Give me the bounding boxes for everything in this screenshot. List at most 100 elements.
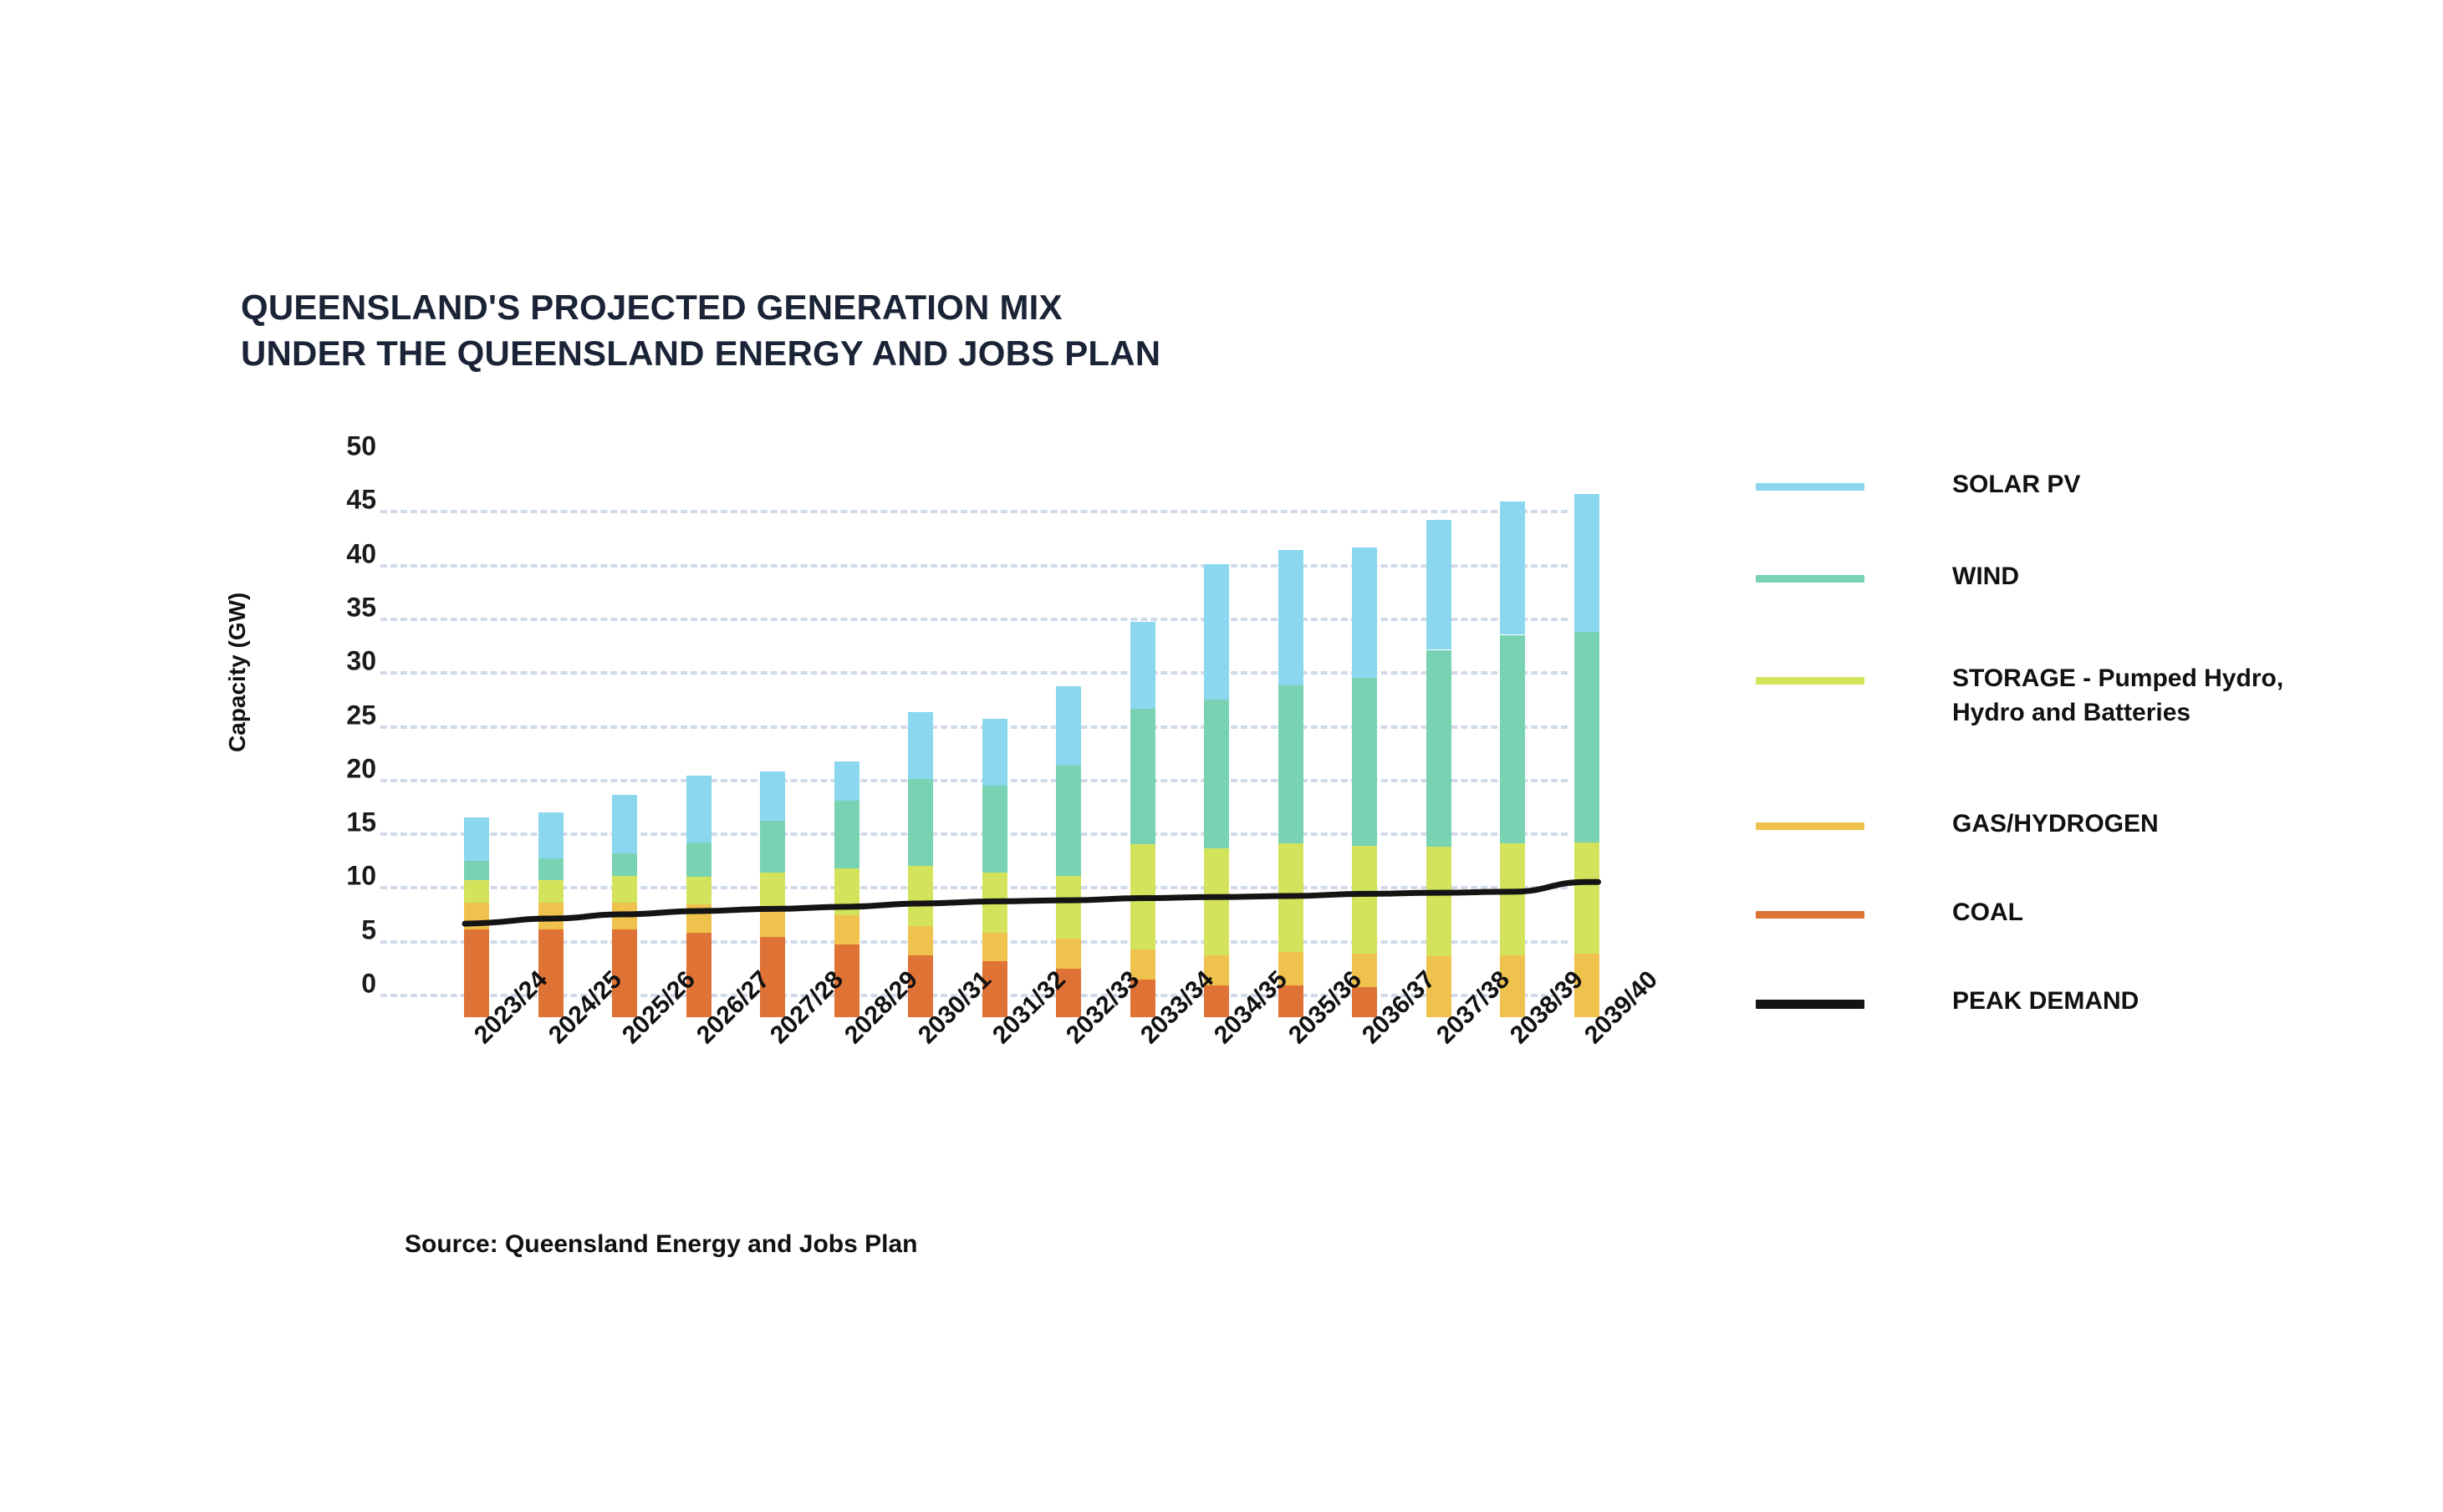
bar-segment [538,929,564,1017]
bar-segment [760,872,785,909]
bar-segment [908,955,933,1017]
y-axis-tick-labels: 0 5 10 15 20 25 30 35 40 45 50 [309,431,376,1020]
bar-segment [686,904,711,933]
bar-stack[interactable] [1204,563,1229,1017]
legend-item[interactable]: COAL [1756,896,2023,930]
bar-segment [612,929,637,1017]
bar-segment [538,902,564,929]
bar-stack[interactable] [1278,549,1303,1017]
bar-segment [1204,699,1229,849]
bar-segment [1352,954,1377,988]
y-axis-tick: 35 [346,592,376,623]
legend-item-label: STORAGE - Pumped Hydro, Hydro and Batter… [1952,664,2284,726]
y-axis-tick: 50 [346,430,376,461]
bar-segment [908,712,933,779]
gridline [380,778,1568,786]
bar-segment [1204,985,1229,1017]
bar-segment [1278,843,1303,952]
gridline [380,671,1568,678]
legend-item[interactable]: SOLAR PV [1756,468,2080,502]
bar-segment [1500,501,1525,635]
bar-segment [464,817,489,861]
y-axis-tick: 40 [346,538,376,569]
bar-segment [1426,956,1451,1017]
plot-area [380,494,1599,1020]
bar-segment [908,926,933,955]
bar-stack[interactable] [1130,622,1155,1017]
bar-segment [834,944,859,1017]
x-axis-tick-labels: 2023/24 2024/25 2025/26 2026/27 2027/28 2028/… [380,965,1663,1147]
bar-segment [1352,547,1377,678]
bar-segment [686,842,711,877]
legend-swatch-icon [1756,911,1864,919]
bar-segment [1278,549,1303,685]
bar-segment [1573,494,1599,632]
bar-segment [982,932,1007,962]
bar-segment [1500,843,1525,955]
bar-segment [908,778,933,866]
bar-stack[interactable] [1500,501,1525,1017]
bar-segment [612,902,637,929]
bar-segment [1278,985,1303,1017]
bar-segment [1500,634,1525,843]
bar-segment [1278,951,1303,985]
legend-item[interactable]: WIND [1756,560,2019,594]
bar-segment [1204,955,1229,985]
bar-segment [982,718,1007,786]
legend-item-label: SOLAR PV [1952,471,2081,498]
bar-stack[interactable] [1573,494,1599,1017]
y-axis-tick: 15 [346,807,376,837]
bar-segment [760,771,785,821]
legend-item-label: PEAK DEMAND [1952,987,2140,1015]
gridline [380,725,1568,732]
bar-segment [982,785,1007,873]
bar-segment [612,875,637,903]
bar-segment [760,820,785,873]
bar-segment [1278,685,1303,843]
bar-segment [538,879,564,903]
gridline [380,510,1568,517]
y-axis-tick: 20 [346,753,376,784]
bar-stack[interactable] [464,817,489,1017]
bar-segment [1056,875,1081,939]
bar-segment [1130,622,1155,710]
bar-segment [464,929,489,1017]
chart-title: QUEENSLAND'S PROJECTED GENERATION MIX UN… [241,288,1161,374]
legend-item[interactable]: PEAK DEMAND [1756,985,2139,1019]
bar-segment [760,908,785,937]
bar-segment [538,858,564,880]
bar-stack[interactable] [1352,547,1377,1017]
legend-item[interactable]: STORAGE - Pumped Hydro, Hydro and Batter… [1756,662,2283,730]
y-axis-tick: 45 [346,484,376,515]
y-axis-tick: 30 [346,645,376,676]
y-axis-title: Capacity (GW) [224,592,250,752]
bar-segment [1056,766,1081,876]
bar-segment [760,936,785,1017]
bar-segment [1573,631,1599,843]
legend-item-label: COAL [1952,899,2023,926]
bar-segment [686,876,711,905]
bar-segment [686,932,711,1017]
legend-item[interactable]: GAS/HYDROGEN [1756,807,2159,842]
bar-stack[interactable] [1056,686,1081,1017]
bar-segment [1130,709,1155,845]
bar-stack[interactable] [908,712,933,1017]
bar-segment [612,795,637,853]
bar-segment [834,915,859,944]
bar-segment [1130,949,1155,980]
bar-segment [1573,954,1599,1017]
legend-item-label: WIND [1952,563,2019,590]
y-axis-tick: 10 [346,860,376,891]
bar-segment [464,902,489,929]
gridline [380,939,1568,947]
bar-segment [1426,846,1451,956]
bar-segment [982,961,1007,1017]
bar-stack[interactable] [982,718,1007,1017]
bar-segment [1204,848,1229,955]
bar-stack[interactable] [1426,519,1451,1017]
bar-segment [1056,686,1081,766]
bar-segment [1500,955,1525,1017]
bar-segment [1352,677,1377,846]
legend-swatch-icon [1756,677,1864,685]
bar-segment [686,775,711,843]
